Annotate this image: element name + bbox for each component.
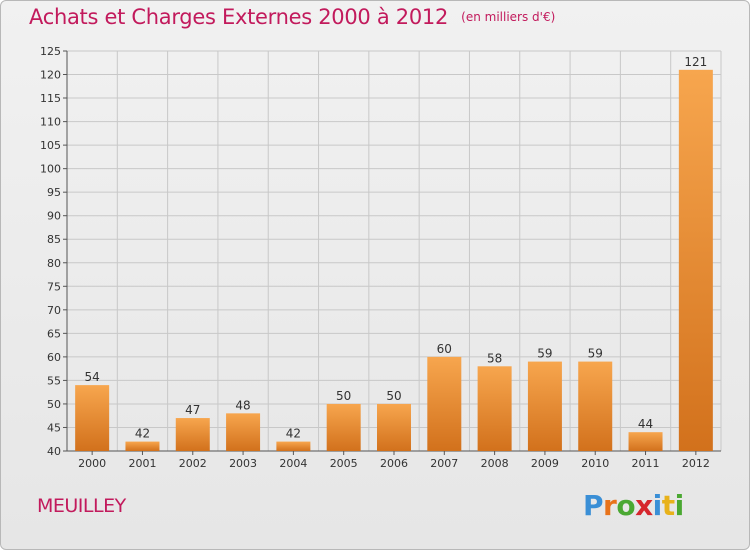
x-tick-label: 2000 [78,457,106,470]
y-tick-label: 105 [40,139,61,152]
y-tick-label: 45 [47,421,61,434]
bar-value-label: 42 [286,427,301,441]
bar-value-label: 42 [135,427,150,441]
y-tick-label: 55 [47,374,61,387]
y-tick-label: 80 [47,257,61,270]
y-tick-label: 110 [40,116,61,129]
bar-value-label: 44 [638,417,653,431]
y-tick-label: 90 [47,210,61,223]
logo-letter: t [661,489,675,522]
logo-letter: x [635,489,653,522]
y-tick-label: 85 [47,233,61,246]
y-tick-label: 70 [47,304,61,317]
logo-letter: i [652,489,663,522]
x-tick-label: 2010 [581,457,609,470]
y-tick-label: 115 [40,92,61,105]
logo-letter: i [674,489,685,522]
y-tick-label: 95 [47,186,61,199]
bar [678,69,713,451]
x-tick-label: 2006 [380,457,408,470]
logo-letter: o [616,489,636,522]
x-tick-label: 2004 [279,457,307,470]
y-tick-label: 50 [47,398,61,411]
y-tick-label: 65 [47,327,61,340]
bar [75,385,110,451]
bar-value-label: 60 [437,342,452,356]
x-tick-label: 2003 [229,457,257,470]
bar [427,356,462,451]
bar [125,441,160,451]
y-tick-label: 125 [40,45,61,58]
bars [75,69,713,451]
x-tick-label: 2002 [179,457,207,470]
chart-title-block: Achats et Charges Externes 2000 à 2012 (… [29,5,555,29]
bar-value-label: 50 [386,389,401,403]
proxiti-logo: Proxiti [583,489,684,522]
bar [477,366,512,451]
bar [377,403,411,451]
logo-letter: r [603,489,617,522]
x-tick-label: 2009 [531,457,559,470]
y-tick-label: 75 [47,280,61,293]
bar [578,361,613,451]
bar [527,361,562,451]
bar-value-label: 50 [336,389,351,403]
bar [276,441,311,451]
y-tick-label: 100 [40,163,61,176]
bar-value-label: 47 [185,403,200,417]
x-tick-label: 2001 [128,457,156,470]
x-tick-label: 2012 [682,457,710,470]
bar-value-label: 54 [85,370,100,384]
x-tick-label: 2008 [481,457,509,470]
place-name: MEUILLEY [37,495,126,517]
labels: 40 45 50 55 60 65 70 75 80 85 90 95 100 105 110 115 120 1… [40,45,710,470]
bar-value-label: 48 [235,398,250,412]
chart-title: Achats et Charges Externes 2000 à 2012 [29,5,449,29]
x-tick-label: 2007 [430,457,458,470]
bar [326,403,361,451]
bar [226,413,261,451]
x-tick-label: 2011 [632,457,660,470]
bar [175,418,210,451]
bar-value-label: 59 [588,347,603,361]
bar-value-label: 121 [684,55,707,69]
logo-letter: P [583,489,604,522]
y-tick-label: 60 [47,351,61,364]
x-tick-label: 2005 [330,457,358,470]
bar-value-label: 59 [537,347,552,361]
bar-value-label: 58 [487,351,502,365]
y-tick-label: 40 [47,445,61,458]
y-tick-label: 120 [40,69,61,82]
chart-unit: (en milliers d'€) [461,10,556,24]
bar [628,432,663,451]
